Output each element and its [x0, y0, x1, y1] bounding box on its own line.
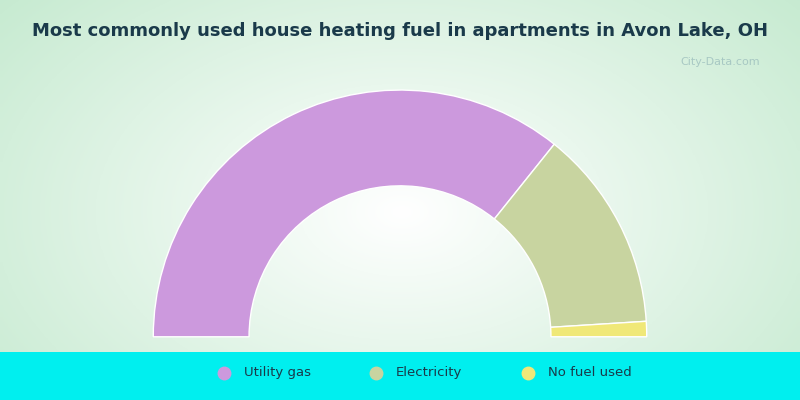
Wedge shape [154, 90, 554, 337]
Wedge shape [494, 144, 646, 327]
Text: Electricity: Electricity [396, 366, 462, 380]
Wedge shape [550, 321, 646, 337]
Text: Most commonly used house heating fuel in apartments in Avon Lake, OH: Most commonly used house heating fuel in… [32, 22, 768, 40]
Text: Utility gas: Utility gas [244, 366, 311, 380]
Text: No fuel used: No fuel used [548, 366, 632, 380]
Text: City-Data.com: City-Data.com [680, 57, 760, 67]
